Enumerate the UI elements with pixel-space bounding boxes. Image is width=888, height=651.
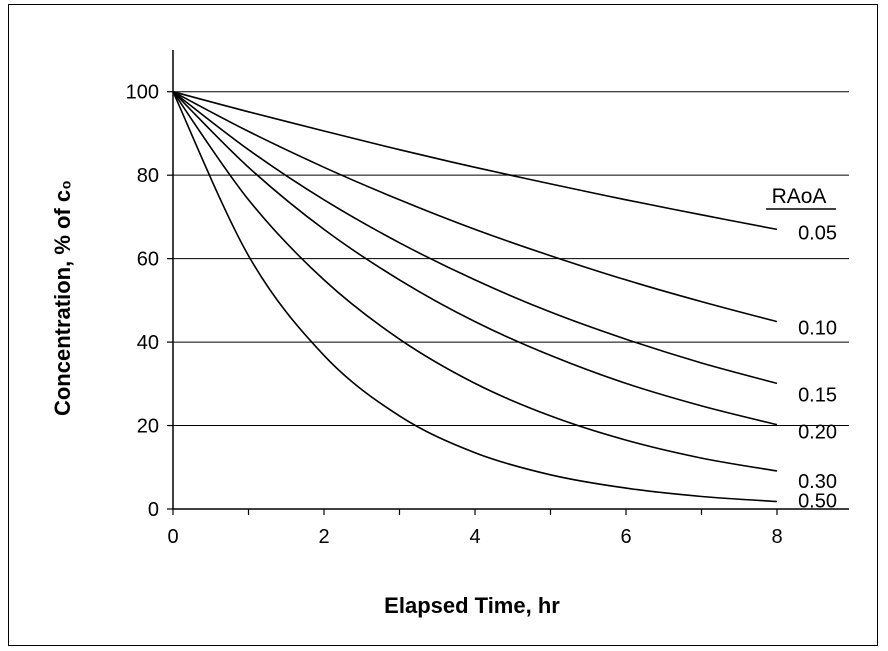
x-tick-label-2: 2 (318, 526, 329, 548)
legend-title: RAoA (772, 185, 827, 208)
series-line-0-15 (173, 92, 777, 384)
series-label-0-20: 0.20 (798, 422, 837, 444)
x-tick-label-8: 8 (771, 526, 782, 548)
series-line-0-10 (173, 92, 777, 322)
y-tick-label-0: 0 (148, 499, 159, 521)
x-axis-title: Elapsed Time, hr (384, 593, 560, 618)
y-tick-label-20: 20 (137, 416, 159, 438)
y-axis-title: Concentration, % of c₀ (50, 180, 75, 416)
y-tick-label-80: 80 (137, 165, 159, 187)
series-label-0-50: 0.50 (798, 490, 837, 512)
series-labels: 0.050.100.150.200.300.50 (798, 222, 837, 512)
series-line-0-50 (173, 92, 777, 502)
y-tick-label-40: 40 (137, 332, 159, 354)
x-tick-label-4: 4 (469, 526, 480, 548)
x-tick-label-6: 6 (620, 526, 631, 548)
tick-labels: 0 20 40 60 80 100 0 2 4 6 8 (126, 82, 783, 548)
x-tick-label-0: 0 (167, 526, 178, 548)
y-tick-label-60: 60 (137, 249, 159, 271)
series-label-0-15: 0.15 (798, 384, 837, 406)
y-tick-label-100: 100 (126, 82, 159, 104)
series-lines (173, 92, 777, 502)
axes (167, 50, 849, 515)
series-label-0-10: 0.10 (798, 318, 837, 340)
series-label-0-05: 0.05 (798, 222, 837, 244)
